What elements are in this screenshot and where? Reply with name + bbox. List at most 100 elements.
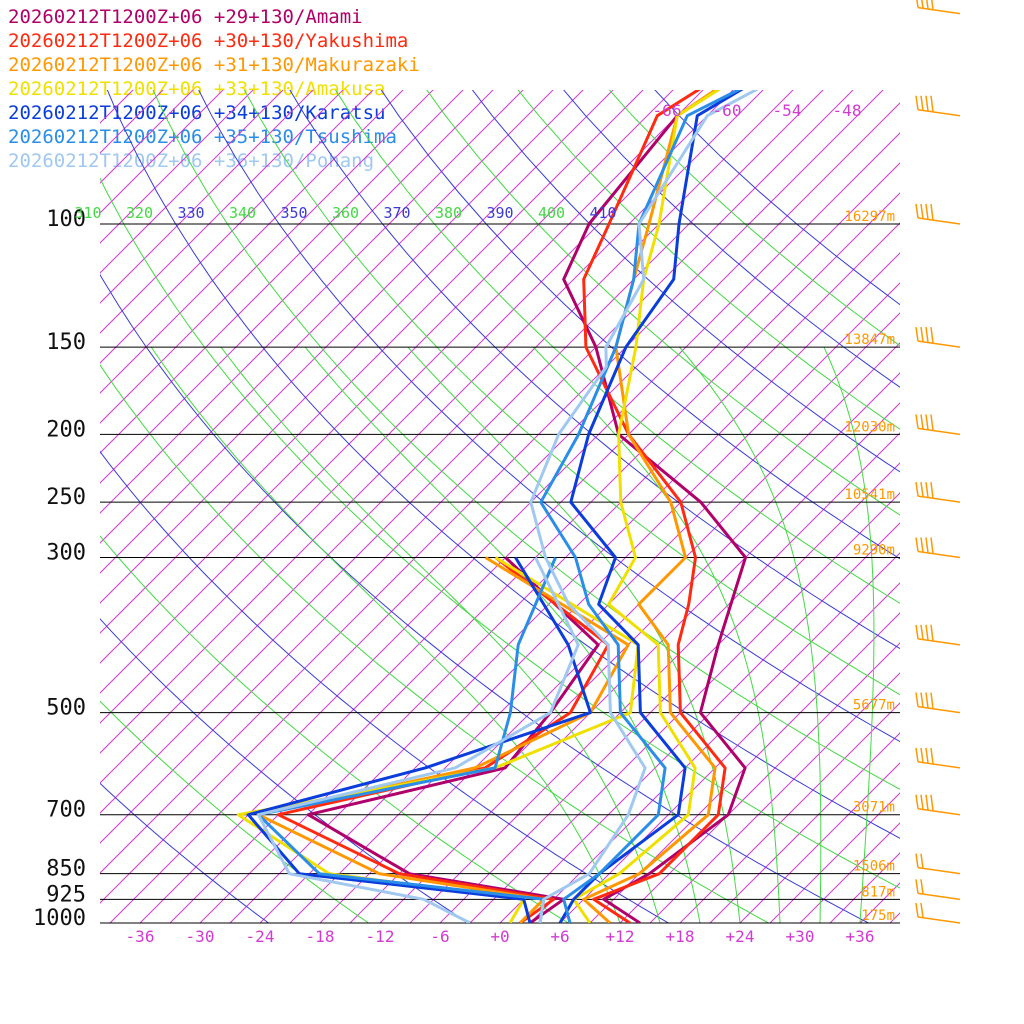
upper-isotherm-label: -54	[773, 101, 802, 120]
isotherm-line	[100, 90, 404, 394]
temperature-tick-label: +18	[666, 927, 695, 946]
dry-adiabat-line	[100, 364, 770, 923]
temperature-tick-label: +6	[550, 927, 569, 946]
height-label: 5677m	[853, 698, 895, 714]
theta-label: 410	[589, 204, 616, 222]
legend-entry: 20260212T1200Z+06 +34+130/Karatsu	[8, 102, 386, 124]
upper-isotherm-label: -48	[833, 101, 862, 120]
wind-barb	[915, 853, 961, 875]
temperature-tick-label: +24	[726, 927, 755, 946]
height-label: 175m	[861, 908, 895, 924]
dry-adiabat-line	[100, 535, 570, 923]
isotherm-line	[100, 90, 614, 604]
theta-label: 370	[383, 204, 410, 222]
temperature-line-amakusa	[572, 90, 721, 923]
isotherm-line	[619, 642, 900, 923]
upper-isotherm-label: -66	[653, 101, 682, 120]
isotherm-line	[109, 132, 900, 923]
wind-barb	[915, 203, 961, 225]
isotherm-line	[709, 732, 900, 923]
temperature-tick-label: -12	[366, 927, 395, 946]
height-label: 3071m	[853, 800, 895, 816]
isotherm-line	[649, 672, 900, 923]
upper-isotherm-label: -60	[713, 101, 742, 120]
isotherm-line	[100, 90, 194, 184]
isotherm-line	[100, 90, 854, 844]
isotherm-line	[889, 912, 900, 923]
height-label: 13847m	[844, 332, 895, 348]
wind-barb	[915, 879, 961, 901]
isotherm-line	[739, 762, 900, 923]
isotherm-line	[799, 822, 900, 923]
chart-legend: 20260212T1200Z+06 +29+130/Amami 20260212T…	[8, 5, 420, 173]
wind-barb	[916, 0, 961, 15]
height-label: 12030m	[844, 419, 895, 435]
temperature-tick-label: -30	[186, 927, 215, 946]
legend-entry: 20260212T1200Z+06 +30+130/Yakushima	[8, 30, 409, 52]
moist-adiabat-line	[823, 346, 875, 923]
pressure-label: 200	[46, 417, 86, 442]
dry-adiabat-line	[563, 90, 900, 388]
theta-label: 400	[538, 204, 565, 222]
dry-adiabat-line	[426, 90, 900, 516]
isotherm-line	[100, 90, 704, 694]
pressure-label: 1000	[33, 906, 86, 931]
height-label: 1506m	[853, 859, 895, 875]
pressure-label: 500	[46, 696, 86, 721]
wind-barb	[915, 95, 961, 117]
dry-adiabat-line	[106, 90, 900, 839]
temperature-line-karatsu	[558, 90, 744, 923]
moist-adiabat-line	[407, 346, 741, 923]
pressure-label: 925	[46, 882, 86, 907]
pressure-grid	[100, 223, 900, 924]
isotherm-line	[559, 582, 900, 923]
temperature-tick-label: +12	[606, 927, 635, 946]
temperature-tick-label: +30	[786, 927, 815, 946]
isotherm-line	[100, 90, 554, 544]
wind-barb	[915, 902, 961, 924]
temperature-line-amami	[562, 90, 747, 923]
dry-adiabat-line	[100, 273, 870, 923]
isotherm-line	[259, 282, 900, 923]
dry-adiabat-line	[517, 90, 900, 430]
moist-adiabat-line	[532, 346, 781, 923]
isotherm-line	[469, 492, 900, 923]
series-layer	[236, 90, 759, 923]
legend-entry: 20260212T1200Z+06 +33+130/Amakusa	[8, 78, 386, 100]
temperature-tick-label: -6	[430, 927, 449, 946]
theta-label: 320	[126, 204, 153, 222]
theta-label: 380	[435, 204, 462, 222]
isotherm-line	[829, 852, 900, 923]
dry-adiabat-grid	[100, 90, 900, 923]
isotherm-line	[100, 90, 764, 754]
isotherm-line	[499, 522, 900, 923]
height-label: 10541m	[844, 487, 895, 503]
wind-barb	[915, 537, 961, 559]
dry-adiabat-line	[100, 450, 670, 923]
height-label: 9290m	[853, 543, 895, 559]
isotherm-line	[100, 90, 344, 334]
isotherm-line	[100, 90, 254, 244]
moist-adiabat-line	[304, 346, 701, 923]
temperature-tick-label: +0	[490, 927, 509, 946]
dry-adiabat-line	[152, 90, 900, 790]
temperature-tick-label: -36	[126, 927, 155, 946]
dewpoint-line-tsushima	[256, 556, 557, 923]
dry-adiabat-line	[334, 90, 900, 604]
isotherm-line	[439, 462, 900, 923]
height-label: 16297m	[844, 209, 895, 225]
legend-entry: 20260212T1200Z+06 +31+130/Makurazaki	[8, 54, 420, 76]
pressure-label: 700	[46, 798, 86, 823]
dry-adiabat-line	[100, 782, 270, 923]
wind-barb	[915, 747, 961, 769]
temperature-line-yakushima	[582, 90, 727, 923]
pressure-label: 300	[46, 541, 86, 566]
dry-adiabat-line	[100, 700, 370, 923]
dry-adiabat-line	[289, 90, 900, 650]
moist-adiabat-grid	[150, 346, 875, 923]
temperature-tick-label: -18	[306, 927, 335, 946]
wind-barb	[915, 482, 961, 503]
temperature-line-pohang	[529, 90, 759, 923]
theta-label: 350	[280, 204, 307, 222]
